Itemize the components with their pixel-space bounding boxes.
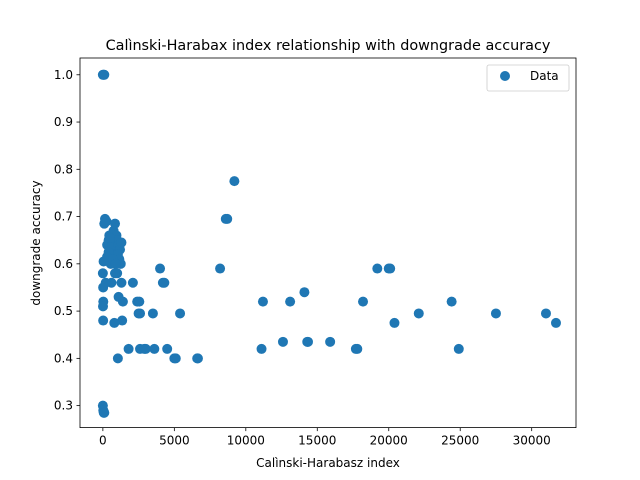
x-tick-label: 20000 [370,434,408,448]
data-point [256,343,267,354]
data-point [116,237,127,248]
data-point [215,263,226,274]
data-point [155,263,166,274]
plot-frame [79,57,577,429]
data-point [170,353,181,364]
data-point [100,277,111,288]
y-tick-label: 0.6 [54,257,73,271]
data-point [98,315,109,326]
data-point [105,232,116,243]
data-point [99,69,110,80]
data-point [110,258,121,269]
y-tick-label: 0.7 [54,210,73,224]
data-point [550,317,561,328]
data-point [413,308,424,319]
data-point [325,336,336,347]
data-point [299,287,310,298]
data-point [116,277,127,288]
data-point [277,336,288,347]
data-point [453,343,464,354]
data-point [117,315,128,326]
data-point [99,218,110,229]
x-tick-label: 0 [99,434,107,448]
y-tick-label: 0.9 [54,115,73,129]
x-tick-label: 25000 [441,434,479,448]
y-tick-label: 0.3 [54,399,73,413]
data-point [229,176,240,187]
legend-box [486,64,570,92]
data-point [112,353,123,364]
data-point [490,308,501,319]
points-layer [97,69,561,418]
data-point [127,277,138,288]
y-axis-ticks: 0.3 0.4 0.5 0.6 0.7 0.8 0.9 1.0 [54,68,80,413]
data-point [446,296,457,307]
data-point [135,308,146,319]
data-point [257,296,268,307]
data-point [147,308,158,319]
data-point [358,296,369,307]
data-point [302,336,313,347]
data-point [140,343,151,354]
chart-title: Calìnski-Harabax index relationship with… [106,38,551,54]
data-point [98,301,109,312]
x-tick-label: 15000 [298,434,336,448]
y-tick-label: 0.4 [54,351,73,365]
legend-marker [500,71,510,81]
legend-label: Data [530,69,559,83]
data-point [134,296,145,307]
data-point [192,353,203,364]
data-point [162,343,173,354]
x-tick-label: 30000 [513,434,551,448]
legend: Data [486,64,570,92]
x-tick-label: 5000 [159,434,190,448]
data-point [123,343,134,354]
data-point [110,218,121,229]
data-point [159,277,170,288]
y-tick-label: 0.8 [54,162,73,176]
x-axis-ticks: 0 5000 10000 15000 20000 25000 30000 [99,427,551,448]
y-axis-label: downgrade accuracy [29,180,43,305]
data-point [97,268,108,279]
data-point [99,407,110,418]
data-point [372,263,383,274]
data-point [385,263,396,274]
data-point [222,213,233,224]
data-point [110,268,121,279]
x-tick-label: 10000 [227,434,265,448]
data-point [117,296,128,307]
x-axis-label: Calìnski-Harabasz index [256,456,400,470]
data-point [109,317,120,328]
y-tick-label: 1.0 [54,68,73,82]
data-point [540,308,551,319]
data-point [175,308,186,319]
data-point [352,343,363,354]
data-point [285,296,296,307]
data-point [149,343,160,354]
data-point [389,317,400,328]
y-tick-label: 0.5 [54,304,73,318]
